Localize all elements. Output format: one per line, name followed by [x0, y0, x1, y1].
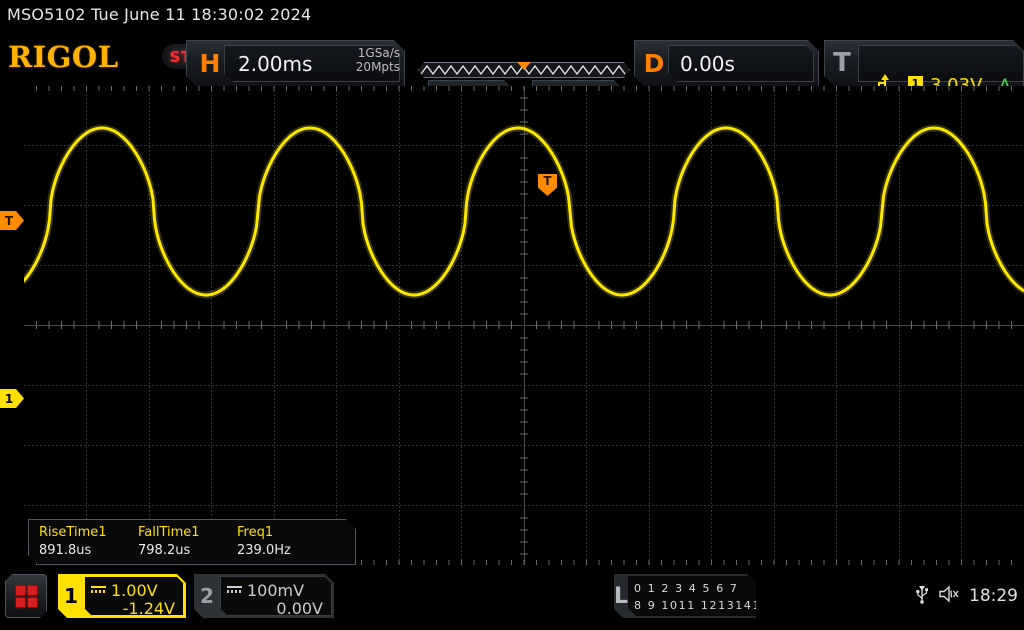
- measurement-label: FallTime1: [138, 525, 200, 540]
- channel-2-offset: 0.00V: [276, 599, 323, 618]
- channel-1-badge: 1: [64, 584, 78, 608]
- measurement-value: 891.8us: [39, 543, 92, 558]
- speaker-muted-icon[interactable]: [938, 585, 960, 607]
- waveform-graticule[interactable]: T: [24, 86, 1024, 565]
- trigger-level-marker[interactable]: T: [0, 211, 24, 230]
- measurement-item[interactable]: Freq1 239.0Hz: [227, 520, 326, 564]
- grid-and-trace: [24, 86, 1024, 565]
- rigol-home-icon[interactable]: [5, 574, 47, 618]
- channel-2-scale: 100mV: [247, 581, 305, 600]
- edge-ticks: [36, 86, 1012, 565]
- rigol-brand-logo: RIGOL: [8, 40, 119, 74]
- delay-label: D: [643, 48, 665, 78]
- channel-1-control[interactable]: 1 1.00V -1.24V: [58, 574, 186, 618]
- logic-row-bottom: 8 9 1011 12131415: [634, 599, 770, 612]
- channel1-ground-marker[interactable]: 1: [0, 389, 24, 408]
- delay-value: 0.00s: [680, 52, 735, 76]
- measurement-item[interactable]: FallTime1 798.2us: [128, 520, 227, 564]
- memory-depth-value: 20Mpts: [355, 60, 400, 74]
- vertical-gridlines: [86, 86, 962, 565]
- measurement-value: 798.2us: [138, 543, 191, 558]
- dc-coupling-icon: [227, 586, 242, 593]
- overview-trigger-marker-icon: [517, 62, 531, 70]
- top-toolbar: RIGOL STOP H 2.00ms 1GSa/s 20Mpts Measur…: [0, 28, 1024, 85]
- center-axis-ticks: [36, 97, 1012, 555]
- acquisition-readout: 1GSa/s 20Mpts: [338, 46, 400, 74]
- dc-coupling-icon: [91, 586, 106, 593]
- channel-2-control[interactable]: 2 100mV 0.00V: [194, 574, 334, 618]
- waveform-trace-channel1: [24, 126, 1024, 297]
- channel-1-offset: -1.24V: [122, 599, 175, 618]
- title-bar: MSO5102 Tue June 11 18:30:02 2024: [0, 0, 1024, 28]
- delay-readout[interactable]: [668, 45, 814, 82]
- measurement-label: Freq1: [237, 525, 274, 540]
- model-datetime-label: MSO5102 Tue June 11 18:30:02 2024: [7, 4, 312, 24]
- logic-badge: L: [614, 583, 629, 609]
- channel-2-badge: 2: [200, 584, 214, 608]
- system-tray: 18:29: [915, 584, 1018, 608]
- trigger-label: T: [833, 48, 851, 78]
- bottom-status-bar: 1 1.00V -1.24V 2 100mV 0.00V L 0: [0, 570, 1024, 630]
- system-clock: 18:29: [969, 586, 1018, 606]
- timebase-readout[interactable]: [224, 45, 400, 82]
- channel-1-scale: 1.00V: [111, 581, 158, 600]
- sample-rate-value: 1GSa/s: [357, 46, 400, 60]
- trigger-position-marker[interactable]: T: [538, 174, 557, 196]
- measurement-value: 239.0Hz: [237, 543, 291, 558]
- logic-channels-control[interactable]: L 0 1 2 3 4 5 6 7 8 9 1011 12131415: [614, 574, 756, 618]
- horizontal-label: H: [199, 48, 221, 78]
- measurement-item[interactable]: RiseTime1 891.8us: [29, 520, 128, 564]
- usb-icon[interactable]: [915, 584, 929, 608]
- measurement-label: RiseTime1: [39, 525, 107, 540]
- timebase-value: 2.00ms: [238, 52, 313, 76]
- logic-row-top: 0 1 2 3 4 5 6 7: [634, 582, 739, 595]
- measurement-results-box[interactable]: RiseTime1 891.8us FallTime1 798.2us Freq…: [28, 519, 356, 565]
